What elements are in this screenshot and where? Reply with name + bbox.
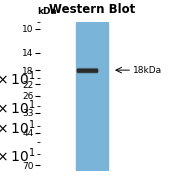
Bar (77, 69, 97, 72)
Text: Western Blot: Western Blot (49, 3, 135, 16)
Bar (77, 69, 97, 71)
Bar (76, 22, 108, 171)
Bar (77, 68, 97, 72)
Text: kDa: kDa (38, 7, 57, 16)
Text: 18kDa: 18kDa (133, 66, 162, 75)
